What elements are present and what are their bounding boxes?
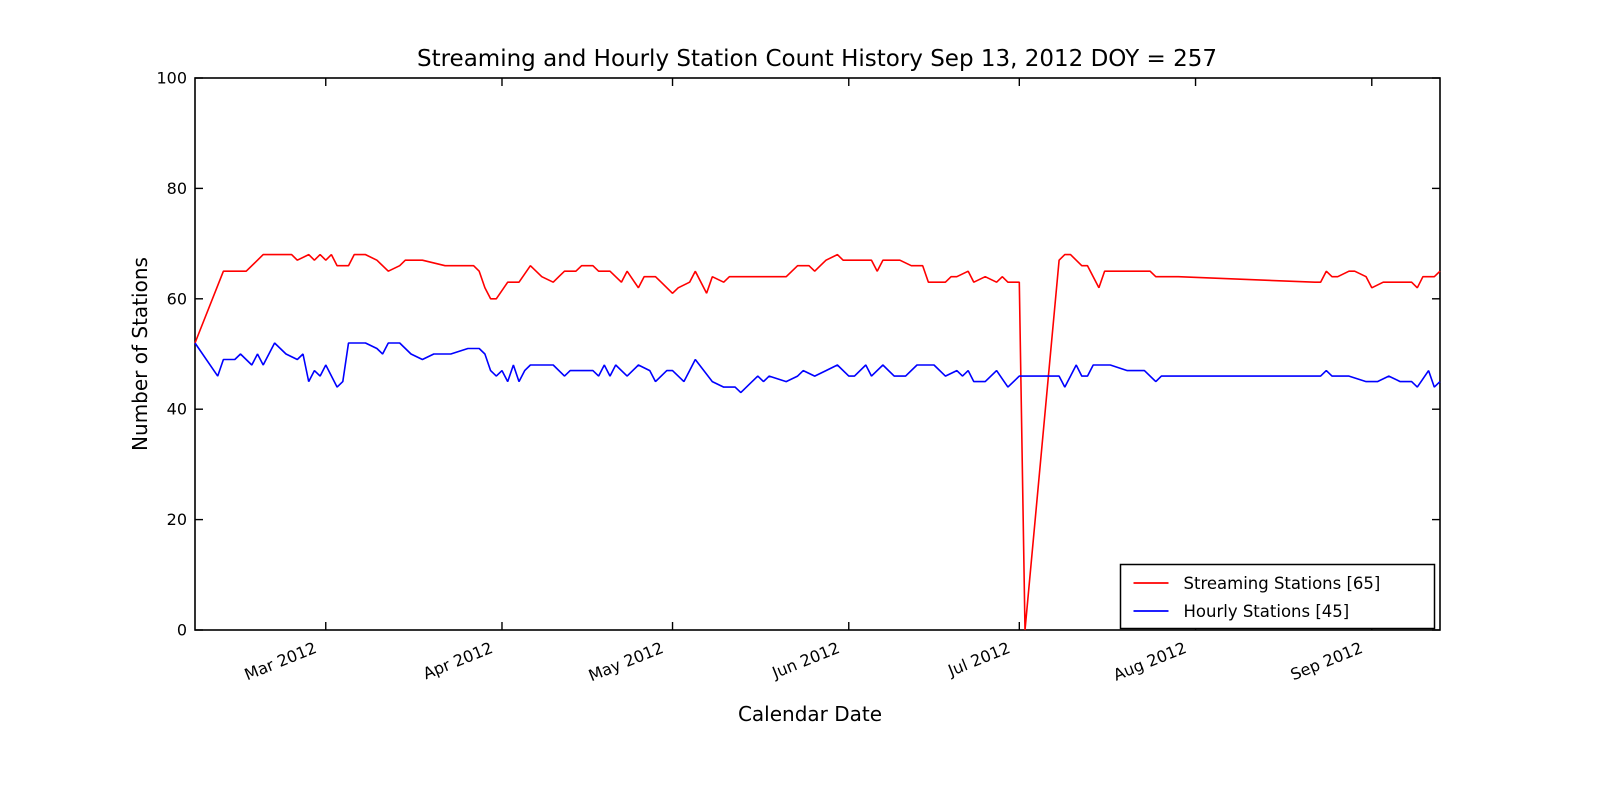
legend-label-hourly: Hourly Stations [45]: [1184, 602, 1350, 621]
y-tick-label: 0: [177, 621, 187, 640]
x-tick-label: Sep 2012: [1288, 638, 1366, 684]
plot-area: [194, 77, 1441, 631]
y-tick-label: 60: [167, 289, 187, 308]
series-line-hourly: [194, 342, 1441, 394]
x-tick-label: Mar 2012: [242, 638, 320, 684]
x-tick-label: Jul 2012: [944, 638, 1012, 680]
x-tick-label: Apr 2012: [420, 638, 495, 683]
series-layer: [194, 253, 1441, 631]
x-axis-label: Calendar Date: [738, 702, 882, 726]
y-axis-label: Number of Stations: [128, 257, 152, 451]
y-tick-label: 80: [167, 179, 187, 198]
legend-label-streaming: Streaming Stations [65]: [1184, 574, 1381, 593]
y-tick-label: 20: [167, 510, 187, 529]
x-tick-label: Jun 2012: [769, 638, 843, 683]
chart-title: Streaming and Hourly Station Count Histo…: [417, 46, 1217, 72]
x-tick-label: Aug 2012: [1110, 638, 1189, 684]
legend-box: [1119, 563, 1436, 630]
y-tick-label: 40: [167, 400, 187, 419]
y-tick-label: 100: [156, 69, 187, 88]
x-tick-label: May 2012: [586, 638, 666, 685]
legend: Streaming Stations [65] Hourly Stations […: [1119, 563, 1436, 630]
series-line-streaming: [194, 253, 1441, 631]
